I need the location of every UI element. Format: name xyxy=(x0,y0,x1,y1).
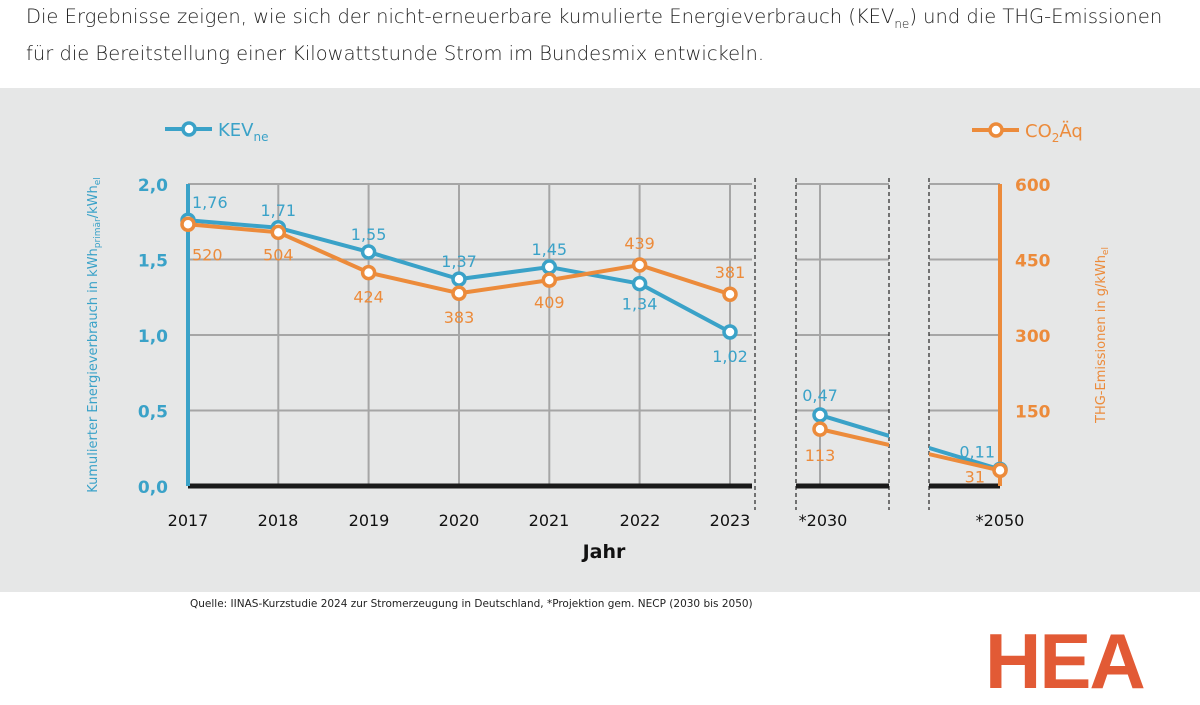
data-label: 1,34 xyxy=(622,295,658,314)
axis-title-part: primär xyxy=(93,218,103,248)
data-label: 409 xyxy=(534,293,565,312)
legend-part: 2 xyxy=(1052,131,1060,145)
intro-sub: ne xyxy=(894,16,910,31)
x-tick-label: 2020 xyxy=(439,511,480,530)
legend-part: CO xyxy=(1025,121,1052,142)
intro-line1: Die Ergebnisse zeigen, wie sich der nich… xyxy=(26,5,895,28)
x-tick-label: *2050 xyxy=(976,511,1025,530)
data-label: 31 xyxy=(965,467,985,486)
x-tick-label: 2019 xyxy=(349,511,390,530)
data-label: 381 xyxy=(715,263,746,282)
data-point xyxy=(270,224,287,241)
axis-title-part: /kWh xyxy=(86,185,101,218)
data-point xyxy=(451,285,467,301)
data-point xyxy=(180,216,196,233)
intro-text: Die Ergebnisse zeigen, wie sich der nich… xyxy=(26,2,1176,68)
data-point xyxy=(631,275,648,292)
data-label: 383 xyxy=(444,308,475,327)
legend-part: Äq xyxy=(1059,121,1082,142)
data-point xyxy=(722,324,738,340)
x-tick-label: 2017 xyxy=(168,511,209,530)
data-point xyxy=(812,421,828,437)
intro-line2: für die Bereitstellung einer Kilowattstu… xyxy=(26,41,765,65)
left-tick-label: 1,5 xyxy=(138,252,168,272)
data-point xyxy=(360,244,377,260)
x-tick-label: 2018 xyxy=(258,511,299,530)
data-label: 1,45 xyxy=(531,240,567,259)
chart: 0,0 0,5 1,0 1,5 2,0 150 300 450 600 2017 2018 2019 2… xyxy=(86,120,1111,563)
legend-co2-marker xyxy=(988,122,1004,138)
axis-title-part: el xyxy=(1101,247,1111,255)
data-point xyxy=(992,462,1008,479)
data-point xyxy=(541,272,558,288)
right-axis-title: THG-Emissionen in g/kWhel xyxy=(1094,247,1111,424)
x-tick-label: 2023 xyxy=(710,511,751,530)
hea-logo: HEA xyxy=(985,617,1146,705)
left-axis-title: Kumulierter Energieverbrauch in kWhprimä… xyxy=(86,177,103,493)
intro-line1-end: ) und die THG-Emissionen xyxy=(909,5,1163,28)
data-label: 0,11 xyxy=(959,442,995,461)
data-label: 1,02 xyxy=(712,347,748,366)
legend-kev-marker xyxy=(181,121,197,137)
data-label: 504 xyxy=(263,245,294,264)
data-label: 1,37 xyxy=(441,252,477,271)
x-tick-label: 2021 xyxy=(529,511,570,530)
data-point xyxy=(541,259,558,275)
axis-title-part: Kumulierter Energieverbrauch in kWh xyxy=(86,248,101,493)
data-label: 424 xyxy=(353,288,384,307)
left-tick-label: 2,0 xyxy=(138,176,168,196)
right-tick-label: 300 xyxy=(1015,327,1051,347)
right-tick-label: 600 xyxy=(1015,176,1051,196)
axis-title-part: el xyxy=(93,177,103,185)
legend-kev-label: KEVne xyxy=(218,120,269,144)
data-label: 520 xyxy=(192,245,223,264)
source-note: Quelle: IINAS-Kurzstudie 2024 zur Strome… xyxy=(190,598,753,610)
data-point xyxy=(812,407,828,423)
data-label: 1,76 xyxy=(192,193,228,212)
x-tick-label: *2030 xyxy=(799,511,848,530)
legend-co2-label: CO2Äq xyxy=(1025,121,1083,145)
axis-title-part: THG-Emissionen in g/kWh xyxy=(1094,255,1109,424)
data-label: 0,47 xyxy=(802,386,838,405)
data-label: 113 xyxy=(805,446,836,465)
x-axis-title: Jahr xyxy=(581,541,626,563)
left-tick-label: 1,0 xyxy=(138,327,168,347)
data-label: 1,71 xyxy=(260,201,296,220)
data-label: 439 xyxy=(624,234,655,253)
left-tick-label: 0,0 xyxy=(138,478,168,498)
series-1: 520 504 424 383 409 439 381 113 31 xyxy=(180,216,1008,486)
right-tick-label: 150 xyxy=(1015,403,1051,423)
left-tick-label: 0,5 xyxy=(138,403,168,423)
right-tick-label: 450 xyxy=(1015,252,1051,272)
data-point xyxy=(451,271,467,287)
data-point xyxy=(360,264,377,281)
data-label: 1,55 xyxy=(351,225,387,244)
data-point xyxy=(722,286,738,302)
data-point xyxy=(631,257,648,273)
x-tick-label: 2022 xyxy=(620,511,661,530)
